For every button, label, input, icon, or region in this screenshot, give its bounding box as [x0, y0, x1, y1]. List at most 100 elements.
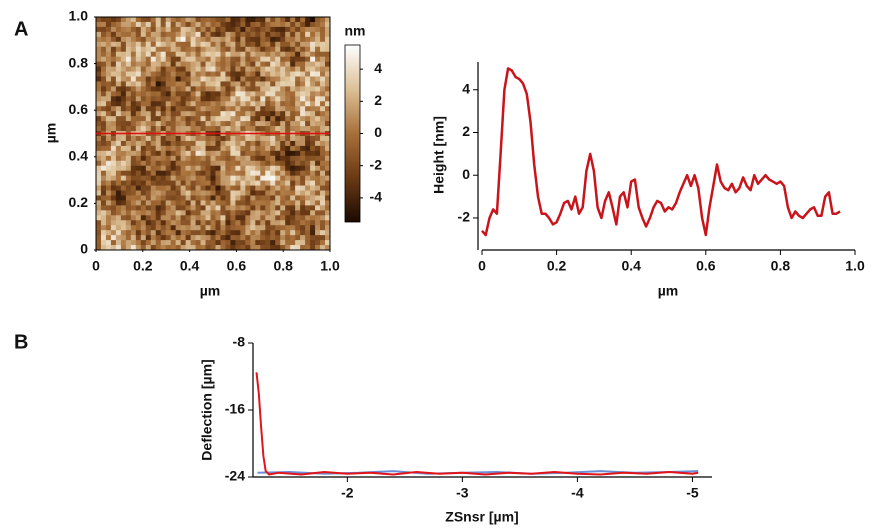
afm-pixel [295, 106, 301, 112]
x-tick-label: -3 [456, 485, 469, 501]
afm-pixel [230, 200, 236, 206]
afm-pixel [165, 111, 172, 117]
afm-pixel [100, 140, 107, 147]
afm-pixel [315, 111, 321, 117]
afm-pixel [235, 190, 241, 196]
afm-pixel [170, 121, 177, 127]
afm-pixel [325, 96, 331, 102]
afm-pixel [220, 210, 226, 216]
afm-pixel [96, 200, 102, 206]
afm-pixel [325, 111, 331, 117]
afm-pixel [96, 126, 102, 132]
afm-pixel [115, 225, 122, 231]
afm-pixel [260, 155, 266, 162]
afm-pixel [310, 240, 316, 246]
afm-pixel [265, 101, 271, 107]
afm-pixel [240, 121, 246, 127]
afm-pixel [305, 205, 311, 211]
afm-pixel [160, 96, 167, 102]
afm-pixel [290, 126, 296, 132]
afm-pixel [235, 165, 241, 172]
afm-pixel [100, 230, 107, 236]
afm-pixel [110, 66, 117, 73]
afm-pixel [96, 36, 102, 43]
afm-pixel [165, 116, 172, 122]
afm-pixel [310, 91, 316, 97]
afm-pixel [210, 71, 216, 77]
afm-pixel [195, 165, 202, 172]
afm-pixel [315, 210, 321, 216]
afm-pixel [190, 140, 197, 147]
afm-pixel [240, 41, 246, 48]
afm-pixel [150, 41, 157, 48]
afm-pixel [325, 26, 331, 33]
afm-pixel [245, 165, 251, 172]
afm-pixel [130, 56, 137, 63]
afm-pixel [205, 240, 212, 246]
afm-pixel [240, 230, 246, 236]
afm-pixel [300, 126, 306, 132]
afm-pixel [110, 175, 117, 182]
afm-pixel [160, 121, 167, 127]
afm-pixel [175, 140, 182, 147]
afm-pixel [300, 235, 306, 241]
afm-pixel [195, 116, 202, 122]
afm-pixel [290, 245, 296, 251]
afm-pixel [100, 46, 107, 53]
afm-pixel [265, 160, 271, 167]
afm-pixel [300, 121, 306, 127]
afm-pixel [295, 135, 301, 142]
afm-pixel [285, 140, 291, 147]
afm-pixel [105, 36, 112, 43]
afm-pixel [115, 41, 122, 48]
afm-pixel [320, 175, 326, 182]
afm-pixel [320, 121, 326, 127]
afm-pixel [210, 215, 216, 221]
afm-pixel [245, 170, 251, 177]
afm-pixel [275, 220, 281, 226]
afm-pixel [235, 56, 241, 63]
afm-pixel [100, 91, 107, 97]
afm-pixel [190, 41, 197, 48]
afm-pixel [285, 61, 291, 68]
afm-pixel [130, 101, 137, 107]
afm-pixel [300, 61, 306, 68]
afm-pixel [180, 91, 187, 97]
afm-pixel [110, 61, 117, 68]
afm-pixel [240, 106, 246, 112]
afm-pixel [155, 106, 162, 112]
afm-pixel [245, 61, 251, 68]
afm-pixel [100, 126, 107, 132]
afm-pixel [170, 145, 177, 152]
afm-pixel [215, 200, 221, 206]
afm-pixel [245, 225, 251, 231]
afm-pixel [110, 21, 117, 28]
afm-pixel [230, 155, 236, 162]
afm-pixel [305, 155, 311, 162]
afm-pixel [185, 240, 192, 246]
afm-pixel [195, 245, 202, 251]
afm-pixel [315, 230, 321, 236]
afm-pixel [115, 170, 122, 177]
afm-pixel [260, 36, 266, 43]
afm-pixel [180, 116, 187, 122]
afm-pixel [190, 220, 197, 226]
afm-pixel [190, 135, 197, 142]
afm-pixel [160, 160, 167, 167]
afm-pixel [280, 165, 286, 172]
afm-pixel [320, 17, 326, 23]
afm-pixel [110, 111, 117, 117]
afm-pixel [255, 240, 261, 246]
afm-pixel [285, 235, 291, 241]
afm-pixel [175, 175, 182, 182]
afm-pixel [215, 116, 221, 122]
afm-pixel [275, 140, 281, 147]
afm-pixel [220, 205, 226, 211]
afm-pixel [235, 235, 241, 241]
afm-pixel [150, 76, 157, 82]
afm-pixel [265, 121, 271, 127]
afm-pixel [175, 31, 182, 38]
afm-pixel [140, 245, 147, 251]
afm-pixel [320, 51, 326, 58]
afm-pixel [105, 56, 112, 63]
